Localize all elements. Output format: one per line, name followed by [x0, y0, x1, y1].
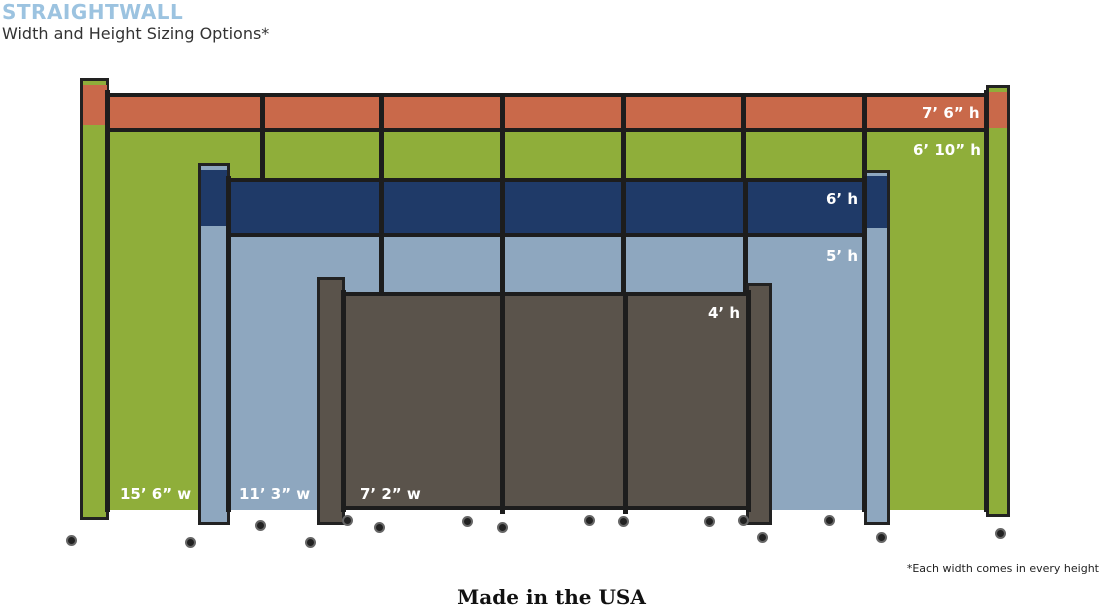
- brand-title: STRAIGHTWALL: [2, 0, 184, 24]
- rail: [107, 93, 988, 97]
- brown-panels: [343, 292, 748, 510]
- post: [623, 292, 628, 514]
- post: [226, 176, 231, 512]
- wing-topper: [83, 85, 107, 125]
- caster-wheel: [618, 516, 629, 527]
- caster-wheel: [995, 528, 1006, 539]
- caster-wheel: [584, 515, 595, 526]
- made-in-usa: Made in the USA: [457, 585, 646, 609]
- post: [379, 93, 384, 183]
- caster-wheel: [497, 522, 508, 533]
- right-wing-panel: [986, 85, 1010, 517]
- height-label: 7’ 6” h: [922, 104, 980, 122]
- height-label: 5’ h: [826, 247, 859, 265]
- rail: [228, 233, 866, 237]
- post: [862, 176, 867, 512]
- post: [743, 178, 748, 293]
- caster-wheel: [462, 516, 473, 527]
- post: [500, 178, 505, 293]
- caster-wheel: [185, 537, 196, 548]
- height-label: 6’ 10” h: [913, 141, 981, 159]
- height-label: 6’ h: [826, 190, 859, 208]
- wing-topper: [201, 170, 227, 226]
- orange-topper: [107, 93, 988, 130]
- post: [741, 93, 746, 183]
- caster-wheel: [374, 522, 385, 533]
- wing-topper: [989, 92, 1007, 128]
- caster-wheel: [704, 516, 715, 527]
- caster-wheel: [66, 535, 77, 546]
- caster-wheel: [738, 515, 749, 526]
- width-label: 15’ 6” w: [120, 485, 192, 503]
- caster-wheel: [255, 520, 266, 531]
- post: [862, 93, 867, 183]
- post: [621, 93, 626, 183]
- rail: [107, 128, 988, 132]
- post: [984, 90, 989, 512]
- rail: [343, 506, 748, 510]
- width-label: 7’ 2” w: [360, 485, 421, 503]
- post: [500, 93, 505, 183]
- subtitle: Width and Height Sizing Options*: [2, 24, 270, 43]
- post: [260, 93, 265, 183]
- wing-topper: [867, 176, 887, 228]
- footnote: *Each width comes in every height: [906, 562, 1099, 575]
- caster-wheel: [824, 515, 835, 526]
- post: [105, 90, 110, 512]
- height-label: 4’ h: [708, 304, 741, 322]
- caster-wheel: [876, 532, 887, 543]
- post: [500, 292, 505, 514]
- post: [341, 290, 346, 512]
- post: [621, 178, 626, 293]
- caster-wheel: [342, 515, 353, 526]
- post: [746, 290, 751, 512]
- width-label: 11’ 3” w: [239, 485, 311, 503]
- caster-wheel: [757, 532, 768, 543]
- navy-topper: [228, 178, 866, 235]
- rail: [343, 292, 748, 296]
- caster-wheel: [305, 537, 316, 548]
- rail: [228, 178, 866, 182]
- post: [379, 178, 384, 293]
